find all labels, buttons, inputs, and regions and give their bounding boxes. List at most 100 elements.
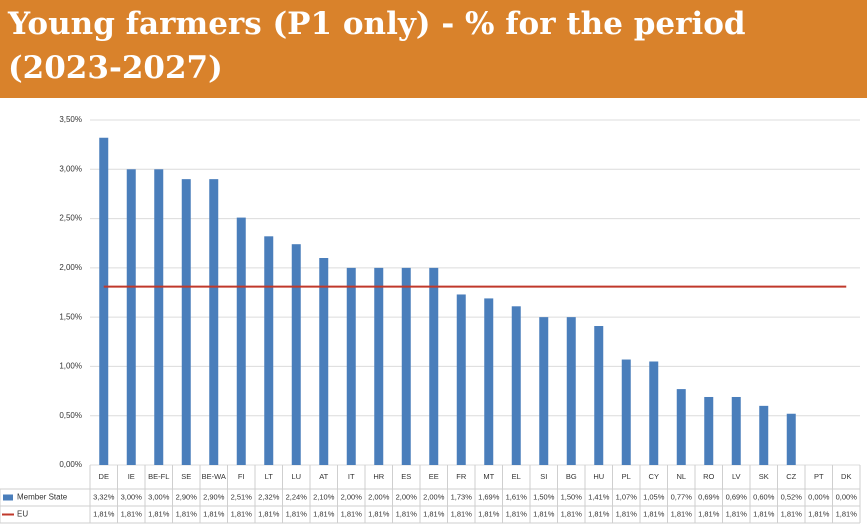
bar	[99, 137, 109, 465]
y-tick-label: 2,50%	[59, 214, 82, 223]
data-label: 1,81%	[341, 509, 363, 518]
y-tick-label: 1,00%	[59, 362, 82, 371]
x-tick-label: BE-WA	[202, 472, 226, 481]
x-tick-label: IE	[128, 472, 135, 481]
bar	[374, 267, 384, 465]
data-label: 1,81%	[781, 509, 803, 518]
data-label: 1,81%	[478, 509, 500, 518]
x-tick-label: LT	[265, 472, 274, 481]
x-tick-label: PL	[622, 472, 631, 481]
data-label: 0,69%	[698, 492, 720, 501]
bar	[236, 217, 246, 465]
data-label: 1,81%	[148, 509, 170, 518]
bar	[319, 258, 329, 465]
data-label: 2,00%	[368, 492, 390, 501]
data-label: 3,00%	[148, 492, 170, 501]
data-label: 3,00%	[121, 492, 143, 501]
x-tick-label: FR	[456, 472, 467, 481]
x-tick-label: SK	[759, 472, 769, 481]
data-label: 0,69%	[726, 492, 748, 501]
legend-label: EU	[17, 510, 28, 519]
data-label: 2,24%	[286, 492, 308, 501]
data-label: 0,60%	[753, 492, 775, 501]
data-label: 2,51%	[231, 492, 253, 501]
x-tick-label: RO	[703, 472, 714, 481]
bar	[181, 179, 191, 465]
data-label: 2,00%	[423, 492, 445, 501]
data-label: 1,81%	[451, 509, 473, 518]
chart-title: Young farmers (P1 only) - % for the peri…	[8, 6, 746, 86]
data-label: 1,05%	[643, 492, 665, 501]
data-label: 1,81%	[121, 509, 143, 518]
data-label: 1,81%	[671, 509, 693, 518]
data-label: 1,50%	[561, 492, 583, 501]
bar	[759, 405, 769, 465]
bar	[566, 317, 576, 465]
data-label: 1,81%	[506, 509, 528, 518]
x-tick-label: SI	[540, 472, 547, 481]
data-label: 2,10%	[313, 492, 335, 501]
x-tick-label: CZ	[786, 472, 796, 481]
data-label: 1,81%	[423, 509, 445, 518]
x-tick-label: EE	[429, 472, 439, 481]
legend-swatch	[3, 494, 13, 501]
data-label: 2,32%	[258, 492, 280, 501]
bar	[429, 267, 439, 465]
x-tick-label: LU	[291, 472, 301, 481]
y-tick-label: 1,50%	[59, 312, 82, 321]
data-label: 1,81%	[203, 509, 225, 518]
data-label: 2,90%	[176, 492, 198, 501]
data-label: 1,81%	[588, 509, 610, 518]
x-tick-label: FI	[238, 472, 245, 481]
bar	[484, 298, 494, 465]
data-label: 1,73%	[451, 492, 473, 501]
data-label: 1,81%	[808, 509, 830, 518]
data-label: 0,00%	[808, 492, 830, 501]
data-label: 0,77%	[671, 492, 693, 501]
y-tick-label: 3,00%	[59, 164, 82, 173]
data-label: 0,52%	[781, 492, 803, 501]
bar	[786, 413, 796, 465]
data-label: 1,81%	[258, 509, 280, 518]
data-label: 1,81%	[726, 509, 748, 518]
x-tick-label: BG	[566, 472, 577, 481]
bar	[676, 389, 686, 465]
x-tick-label: BE-FL	[148, 472, 169, 481]
x-tick-label: CY	[649, 472, 659, 481]
bar	[401, 267, 411, 465]
x-tick-label: NL	[676, 472, 686, 481]
data-label: 3,32%	[93, 492, 115, 501]
x-tick-label: DK	[841, 472, 851, 481]
bar	[154, 169, 164, 466]
data-label: 1,81%	[176, 509, 198, 518]
x-tick-label: LV	[732, 472, 741, 481]
bar	[346, 267, 356, 465]
data-label: 1,81%	[753, 509, 775, 518]
bar	[594, 326, 604, 465]
data-label: 1,81%	[368, 509, 390, 518]
data-label: 1,81%	[231, 509, 253, 518]
bar	[264, 236, 274, 465]
data-label: 1,50%	[533, 492, 555, 501]
y-tick-label: 3,50%	[59, 115, 82, 124]
bar	[209, 179, 219, 465]
bar	[731, 396, 741, 465]
bar	[511, 306, 521, 465]
data-label: 1,81%	[836, 509, 858, 518]
bar	[539, 317, 549, 465]
bar	[621, 359, 631, 465]
bar	[126, 169, 136, 466]
bar	[649, 361, 659, 465]
x-tick-label: MT	[483, 472, 494, 481]
x-tick-label: PT	[814, 472, 824, 481]
data-label: 1,81%	[286, 509, 308, 518]
data-label: 2,00%	[341, 492, 363, 501]
bar	[704, 396, 714, 465]
y-tick-label: 0,00%	[59, 460, 82, 469]
x-tick-label: HR	[373, 472, 384, 481]
data-label: 1,81%	[533, 509, 555, 518]
data-label: 1,69%	[478, 492, 500, 501]
header-band: Young farmers (P1 only) - % for the peri…	[0, 0, 867, 98]
